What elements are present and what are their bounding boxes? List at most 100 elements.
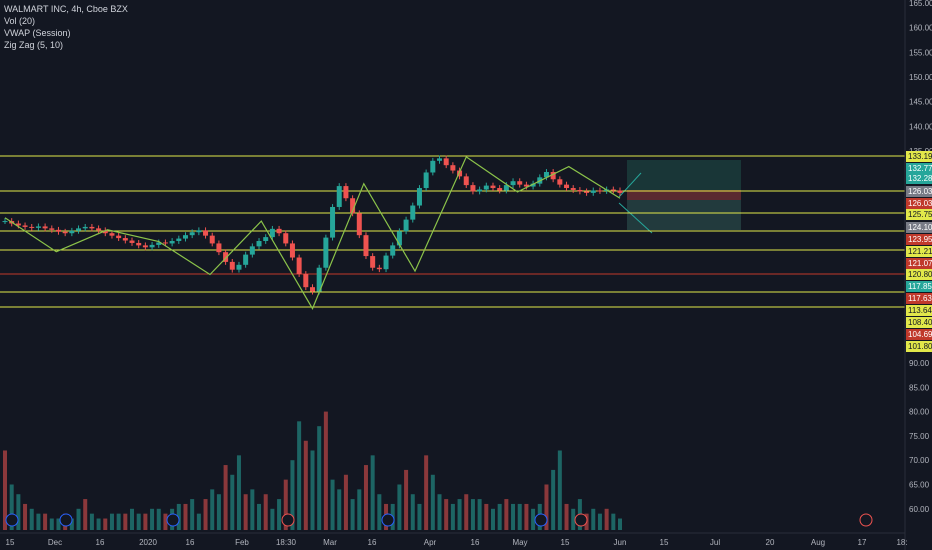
- volume-bar: [343, 474, 348, 530]
- volume-bar: [3, 450, 7, 530]
- price-tag-box: [906, 198, 932, 209]
- volume-indicator-label[interactable]: Vol (20): [4, 16, 36, 26]
- volume-bar: [230, 474, 235, 530]
- candle-body: [557, 179, 563, 185]
- candle-body: [209, 235, 215, 244]
- candle-body: [530, 183, 536, 187]
- time-tick-label: 15: [660, 538, 669, 547]
- time-tick-label: Feb: [235, 538, 249, 547]
- time-tick-label: 15: [6, 538, 15, 547]
- stop-zone-upper: [627, 190, 741, 200]
- candle-body: [370, 256, 376, 268]
- symbol-title[interactable]: WALMART INC, 4h, Cboe BZX: [4, 4, 128, 14]
- target-zone: [627, 160, 741, 190]
- price-tag-label: 121.21: [908, 247, 932, 256]
- volume-bar: [136, 513, 141, 530]
- candle-body: [35, 226, 41, 228]
- volume-bar: [236, 455, 241, 530]
- candle-body: [416, 188, 422, 206]
- volume-bar: [216, 494, 221, 530]
- volume-bar: [243, 494, 248, 530]
- price-tick-label: 145.00: [909, 98, 932, 107]
- volume-bar: [317, 426, 322, 530]
- volume-bar: [337, 489, 342, 530]
- candle-body: [437, 158, 443, 161]
- price-tag-box: [906, 209, 932, 220]
- vwap-indicator-label[interactable]: VWAP (Session): [4, 28, 71, 38]
- volume-bar: [323, 411, 328, 530]
- candle-body: [15, 223, 21, 226]
- volume-bar: [357, 489, 362, 530]
- time-tick-label: 18:30: [276, 538, 297, 547]
- price-axis[interactable]: 165.00160.00155.00150.00145.00140.00135.…: [906, 0, 932, 514]
- candle-body: [383, 255, 389, 270]
- time-tick-label: 16: [471, 538, 480, 547]
- event-marker-icon: [5, 513, 19, 527]
- price-tag-box: [906, 234, 932, 245]
- volume-bar: [330, 479, 335, 530]
- zigzag-line: [4, 155, 621, 310]
- volume-bar: [417, 503, 422, 530]
- candle-body: [29, 226, 35, 228]
- price-tick-label: 65.00: [909, 481, 930, 490]
- price-tick-label: 80.00: [909, 408, 930, 417]
- volume-bar: [470, 499, 475, 530]
- price-tag-label: 126.03: [908, 187, 932, 196]
- candle-body: [109, 233, 115, 236]
- volume-bar: [444, 499, 449, 530]
- volume-bar: [210, 489, 215, 530]
- candle-body: [577, 189, 583, 192]
- time-axis[interactable]: 15 Dec 16 2020 16 Feb 18:30 Mar 16 Apr 16 May 15 Jun 1…: [6, 538, 908, 547]
- volume-bar: [36, 513, 41, 530]
- candle-body: [523, 184, 529, 187]
- price-tag-box: [906, 173, 932, 184]
- event-marker-icon: [281, 513, 295, 527]
- candle-body: [430, 160, 436, 173]
- price-tag-label: 113.64: [908, 306, 932, 315]
- price-tag-box: [906, 186, 932, 197]
- candle-body: [62, 231, 68, 234]
- price-tag-label: 125.75: [908, 210, 932, 219]
- candle-body: [229, 261, 235, 270]
- volume-bar: [363, 465, 368, 530]
- volume-bar: [56, 518, 61, 530]
- volume-bar: [350, 499, 355, 530]
- candle-body: [203, 230, 209, 236]
- price-tag-box: [906, 163, 932, 174]
- candle-body: [396, 231, 402, 246]
- price-tag-box: [906, 269, 932, 280]
- candle-body: [517, 181, 523, 185]
- volume-bar: [524, 503, 529, 530]
- event-marker-icon: [859, 513, 873, 527]
- candle-body: [490, 185, 496, 189]
- volume-bar: [397, 484, 402, 530]
- volume-bar: [257, 503, 262, 530]
- candle-body: [296, 257, 302, 275]
- volume-bar: [69, 518, 74, 530]
- price-tag-box: [906, 341, 932, 352]
- candle-body: [610, 189, 616, 191]
- price-tick-label: 155.00: [909, 48, 932, 57]
- candle-body: [223, 252, 229, 262]
- candle-body: [196, 230, 202, 233]
- candle-body: [89, 226, 95, 229]
- price-tag-label: 117.63: [908, 294, 932, 303]
- time-tick-label: 16: [96, 538, 105, 547]
- volume-bar: [176, 503, 181, 530]
- time-tick-label: 16: [368, 538, 377, 547]
- volume-bar: [497, 503, 502, 530]
- candle-body: [236, 264, 242, 270]
- candle-body: [343, 186, 349, 199]
- volume-bar: [96, 518, 101, 530]
- zigzag-indicator-label[interactable]: Zig Zag (5, 10): [4, 40, 64, 50]
- candle-body: [162, 242, 168, 244]
- candle-body: [336, 186, 342, 207]
- candle-body: [142, 245, 148, 248]
- volume-bar: [557, 450, 562, 530]
- candle-body: [550, 171, 556, 180]
- volume-bar: [618, 518, 622, 530]
- volume-bar: [163, 513, 168, 530]
- price-tag-label: 120.80: [908, 270, 932, 279]
- candle-body: [243, 254, 249, 265]
